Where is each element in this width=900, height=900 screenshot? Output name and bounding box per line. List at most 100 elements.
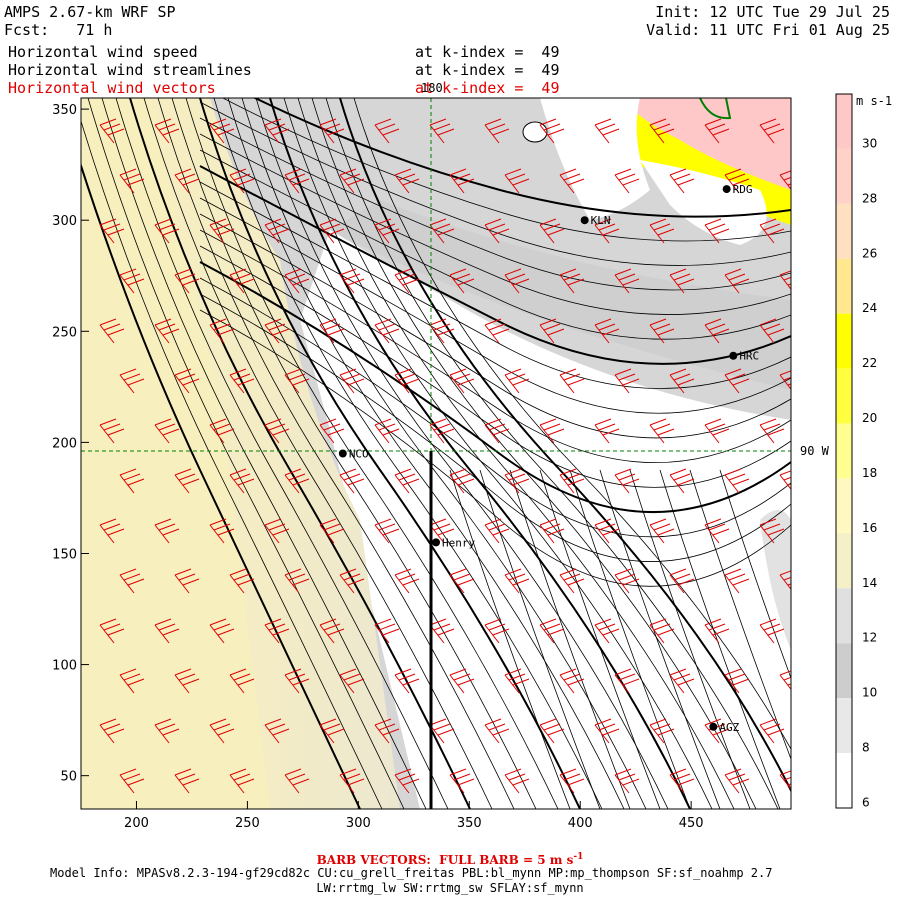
wind-barb	[374, 318, 400, 344]
colorbar-swatch	[836, 423, 852, 479]
wind-barb	[669, 168, 695, 194]
speed-shade-grey-3	[760, 510, 791, 650]
streamline	[283, 98, 713, 809]
land-island	[522, 121, 548, 143]
wind-barb	[319, 518, 345, 544]
wind-barb	[284, 768, 310, 794]
wind-barb	[704, 718, 730, 744]
colorbar-swatch	[836, 478, 852, 534]
x-tick-label: 450	[679, 816, 704, 831]
wind-barb	[449, 368, 475, 394]
field-level-vectors: at k-index = 49	[415, 79, 560, 97]
wind-barb	[724, 768, 750, 794]
field-name-vectors: Horizontal wind vectors	[8, 79, 216, 97]
streamline	[81, 162, 361, 809]
wind-barb	[504, 768, 530, 794]
wind-barb	[119, 568, 145, 594]
wind-barb	[154, 518, 180, 544]
streamline	[689, 469, 791, 761]
wind-barb	[559, 168, 585, 194]
barb-note-text: BARB VECTORS: FULL BARB = 5 m s	[316, 853, 574, 867]
wind-barb	[264, 718, 290, 744]
station-label: RDG	[733, 183, 753, 196]
wind-barb	[209, 618, 235, 644]
colorbar-label: 20	[862, 411, 877, 425]
wind-barb	[174, 668, 200, 694]
wind-barb	[759, 118, 785, 144]
colorbar-label: 10	[862, 686, 877, 700]
wind-barb	[759, 518, 785, 544]
colorbar-swatch	[836, 94, 852, 149]
wind-barb	[174, 568, 200, 594]
wind-barb	[614, 568, 640, 594]
wind-barb	[614, 368, 640, 394]
streamline	[87, 98, 405, 809]
wind-barb	[119, 468, 145, 494]
colorbar-swatch	[836, 698, 852, 754]
streamline	[222, 98, 791, 242]
streamline	[171, 98, 537, 809]
wind-barb	[264, 218, 290, 244]
colorbar-swatch	[836, 313, 852, 369]
colorbar-label: 22	[862, 356, 877, 370]
y-tick-label: 250	[52, 325, 77, 340]
wind-barb	[539, 618, 565, 644]
wind-barb	[394, 368, 420, 394]
streamline	[199, 197, 791, 414]
streamline	[479, 469, 601, 809]
wind-barb	[649, 118, 675, 144]
wind-barb	[614, 468, 640, 494]
wind-barb	[209, 418, 235, 444]
wind-barb	[264, 118, 290, 144]
wind-barb	[594, 218, 620, 244]
streamline	[129, 98, 471, 809]
wind-barb	[264, 318, 290, 344]
wind-barb	[724, 668, 750, 694]
colorbar-label: 26	[862, 246, 877, 260]
colorbar-swatch	[836, 148, 852, 204]
wind-barb	[229, 668, 255, 694]
wind-barb	[339, 468, 365, 494]
streamline	[199, 293, 791, 562]
field-level-streamlines: at k-index = 49	[415, 61, 560, 79]
forecast-hours: 71 h	[76, 21, 113, 39]
wind-barb	[449, 768, 475, 794]
wind-barb	[779, 770, 791, 790]
streamline	[199, 165, 791, 365]
wind-barb	[449, 168, 475, 194]
streamline	[199, 98, 581, 809]
streamline	[325, 98, 779, 809]
y-tick-label: 200	[52, 436, 77, 451]
wind-barb	[319, 218, 345, 244]
streamline	[143, 98, 493, 809]
wind-barb	[539, 718, 565, 744]
wind-barb	[99, 118, 125, 144]
x-axis: 200 250 300 350 400 450	[124, 801, 704, 831]
colorbar-label: 14	[862, 576, 877, 590]
wind-barb	[484, 318, 510, 344]
wind-barb	[669, 268, 695, 294]
streamline	[252, 98, 791, 218]
wind-barb	[119, 768, 145, 794]
wind-barb	[174, 768, 200, 794]
colorbar-swatch	[836, 533, 852, 589]
wind-barb	[319, 318, 345, 344]
colorbar-label: 24	[862, 301, 877, 315]
x-tick-label: 200	[124, 816, 149, 831]
streamline	[199, 149, 791, 340]
label-180: 180	[421, 81, 443, 95]
wind-barb	[484, 218, 510, 244]
colorbar-label: 30	[862, 136, 877, 150]
station-label: NCO	[349, 448, 369, 461]
y-tick-label: 300	[52, 214, 77, 229]
station-dot	[722, 185, 731, 194]
wind-barb	[484, 418, 510, 444]
streamline	[339, 98, 791, 793]
wind-barb	[99, 518, 125, 544]
x-tick-label: 400	[568, 816, 593, 831]
wind-barb	[614, 168, 640, 194]
wind-barb	[614, 668, 640, 694]
field-level-speed: at k-index = 49	[415, 43, 560, 61]
wind-barb	[264, 618, 290, 644]
streamline	[539, 469, 661, 809]
